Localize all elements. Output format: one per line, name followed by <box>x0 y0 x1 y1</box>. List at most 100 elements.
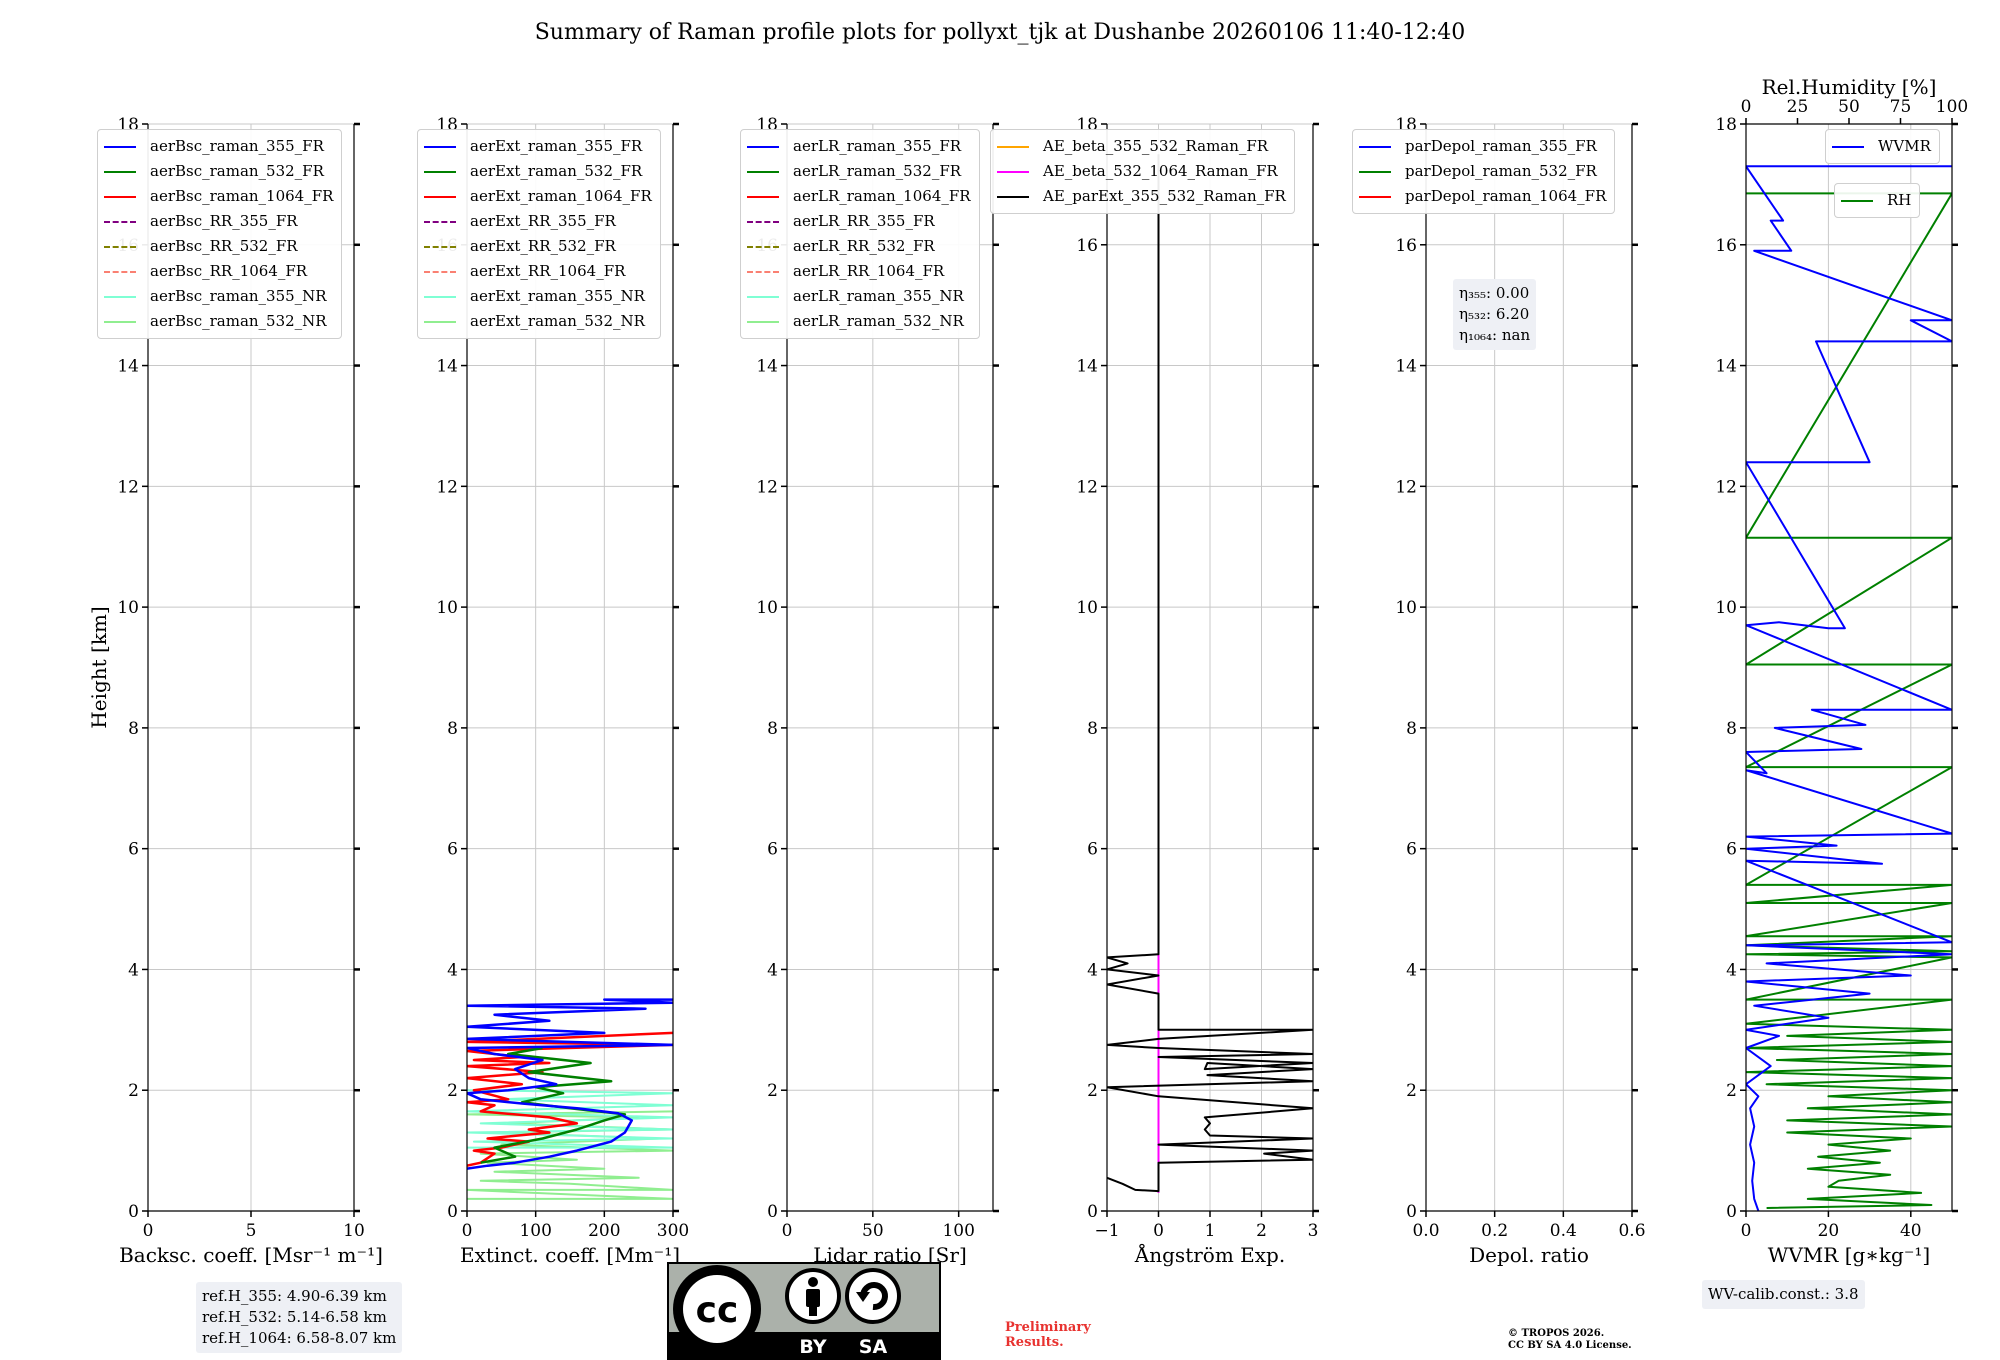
x-tick-label: 0.2 <box>1481 1221 1508 1241</box>
legend-label: aerExt_raman_532_FR <box>470 162 643 180</box>
x-tick-label: 0 <box>1153 1221 1164 1241</box>
ref-height-532: ref.H_532: 5.14-6.58 km <box>202 1308 387 1326</box>
legend-label: WVMR <box>1878 137 1931 155</box>
legend-entry: AE_beta_355_532_Raman_FR <box>997 134 1286 159</box>
x-tick-label: 0.0 <box>1412 1221 1439 1241</box>
legend-label: AE_beta_532_1064_Raman_FR <box>1043 162 1278 180</box>
legend-depolarization: parDepol_raman_355_FR parDepol_raman_532_… <box>1352 129 1616 214</box>
legend-line-swatch <box>104 145 136 148</box>
legend-entry: aerExt_raman_532_NR <box>424 309 652 334</box>
y-tick-label: 10 <box>1076 598 1098 618</box>
x-axis-label: Backsc. coeff. [Msr⁻¹ m⁻¹] <box>119 1243 383 1267</box>
y-tick-label: 14 <box>1395 357 1417 377</box>
x-tick-label: 0 <box>782 1221 793 1241</box>
legend-entry: aerLR_raman_1064_FR <box>747 184 971 209</box>
legend-label: aerBsc_raman_355_NR <box>150 287 327 305</box>
legend-line-swatch <box>104 220 136 223</box>
legend-label: aerBsc_RR_532_FR <box>150 237 298 255</box>
legend-line-swatch <box>747 320 779 323</box>
by-person-head <box>808 1277 818 1287</box>
y-tick-label: 10 <box>117 598 139 618</box>
legend-entry: WVMR <box>1832 134 1931 159</box>
series-RH <box>1746 192 1952 1209</box>
legend-label: aerBsc_raman_532_FR <box>150 162 324 180</box>
legend-label: RH <box>1887 191 1912 209</box>
y-tick-label: 2 <box>1406 1081 1417 1101</box>
legend-label: aerExt_raman_532_NR <box>470 312 645 330</box>
legend-entry: aerExt_raman_532_FR <box>424 159 652 184</box>
x-tick-label: 300 <box>657 1221 689 1241</box>
sa-arrow-head <box>856 1292 870 1302</box>
legend-line-swatch <box>1841 199 1873 202</box>
y-tick-label: 14 <box>756 357 778 377</box>
figure-title: Summary of Raman profile plots for polly… <box>534 20 1466 45</box>
y-tick-label: 6 <box>767 840 778 860</box>
legend-entry: parDepol_raman_1064_FR <box>1359 184 1606 209</box>
x-tick-label: 0 <box>143 1221 154 1241</box>
legend-label: aerLR_raman_1064_FR <box>793 187 971 205</box>
preliminary-line-1: Preliminary <box>1005 1320 1091 1335</box>
y-tick-label: 8 <box>1406 719 1417 739</box>
x-tick-label: 1 <box>1205 1221 1216 1241</box>
y-tick-label: 12 <box>117 477 139 497</box>
top-x-tick-label: 0 <box>1741 97 1752 117</box>
y-tick-label: 2 <box>447 1081 458 1101</box>
legend-entry: aerBsc_raman_355_NR <box>104 284 333 309</box>
y-tick-label: 2 <box>1726 1081 1737 1101</box>
copyright-note: © TROPOS 2026. CC BY SA 4.0 License. <box>1508 1328 1632 1352</box>
top-x-tick-label: 25 <box>1787 97 1809 117</box>
legend-label: aerExt_raman_355_FR <box>470 137 643 155</box>
y-tick-label: 16 <box>1715 236 1737 256</box>
y-tick-label: 4 <box>1087 960 1098 980</box>
legend-entry: aerExt_RR_355_FR <box>424 209 652 234</box>
eta-355: η₃₅₅: 0.00 <box>1459 284 1530 302</box>
legend-label: parDepol_raman_355_FR <box>1405 137 1597 155</box>
legend-label: aerBsc_RR_355_FR <box>150 212 298 230</box>
x-tick-label: 100 <box>519 1221 551 1241</box>
y-tick-label: 0 <box>1406 1202 1417 1222</box>
y-tick-label: 0 <box>1087 1202 1098 1222</box>
top-x-tick-label: 100 <box>1936 97 1968 117</box>
legend-entry: aerBsc_raman_532_NR <box>104 309 333 334</box>
x-axis-label: Ångström Exp. <box>1134 1242 1285 1267</box>
legend-entry: aerExt_RR_1064_FR <box>424 259 652 284</box>
legend-label: aerLR_raman_532_NR <box>793 312 964 330</box>
sa-arrow-arc <box>860 1282 888 1311</box>
preliminary-line-2: Results. <box>1005 1335 1064 1350</box>
legend-label: aerBsc_raman_1064_FR <box>150 187 334 205</box>
legend-label: aerExt_raman_355_NR <box>470 287 645 305</box>
y-tick-label: 12 <box>1395 477 1417 497</box>
y-tick-label: 4 <box>767 960 778 980</box>
legend-line-swatch <box>424 220 456 223</box>
legend-entry: aerBsc_RR_1064_FR <box>104 259 333 284</box>
legend-line-swatch <box>424 195 456 198</box>
legend-entry: aerBsc_RR_355_FR <box>104 209 333 234</box>
x-tick-label: 0 <box>1741 1221 1752 1241</box>
legend-line-swatch <box>424 170 456 173</box>
legend-entry: AE_parExt_355_532_Raman_FR <box>997 184 1286 209</box>
legend-entry: aerExt_raman_1064_FR <box>424 184 652 209</box>
legend-line-swatch <box>424 245 456 248</box>
y-tick-label: 14 <box>117 357 139 377</box>
legend-line-swatch <box>747 270 779 273</box>
y-tick-label: 10 <box>756 598 778 618</box>
y-tick-label: 12 <box>1076 477 1098 497</box>
legend-entry: RH <box>1841 188 1911 213</box>
legend-label: aerExt_RR_355_FR <box>470 212 616 230</box>
wv-calibration-box: WV-calib.const.: 3.8 <box>1702 1280 1865 1309</box>
legend-entry: aerBsc_raman_1064_FR <box>104 184 333 209</box>
legend-label: parDepol_raman_532_FR <box>1405 162 1597 180</box>
legend-entry: aerLR_raman_355_NR <box>747 284 971 309</box>
legend-entry: aerLR_raman_532_FR <box>747 159 971 184</box>
y-tick-label: 16 <box>1076 236 1098 256</box>
legend-line-swatch <box>424 145 456 148</box>
legend-entry: aerLR_raman_532_NR <box>747 309 971 334</box>
x-axis-label: Depol. ratio <box>1469 1243 1589 1267</box>
legend-line-swatch <box>104 245 136 248</box>
legend-label: aerExt_RR_1064_FR <box>470 262 626 280</box>
legend-entry: aerExt_raman_355_FR <box>424 134 652 159</box>
legend-label: aerLR_raman_355_NR <box>793 287 964 305</box>
legend-line-swatch <box>424 270 456 273</box>
x-tick-label: 200 <box>588 1221 620 1241</box>
legend-label: aerLR_RR_355_FR <box>793 212 935 230</box>
